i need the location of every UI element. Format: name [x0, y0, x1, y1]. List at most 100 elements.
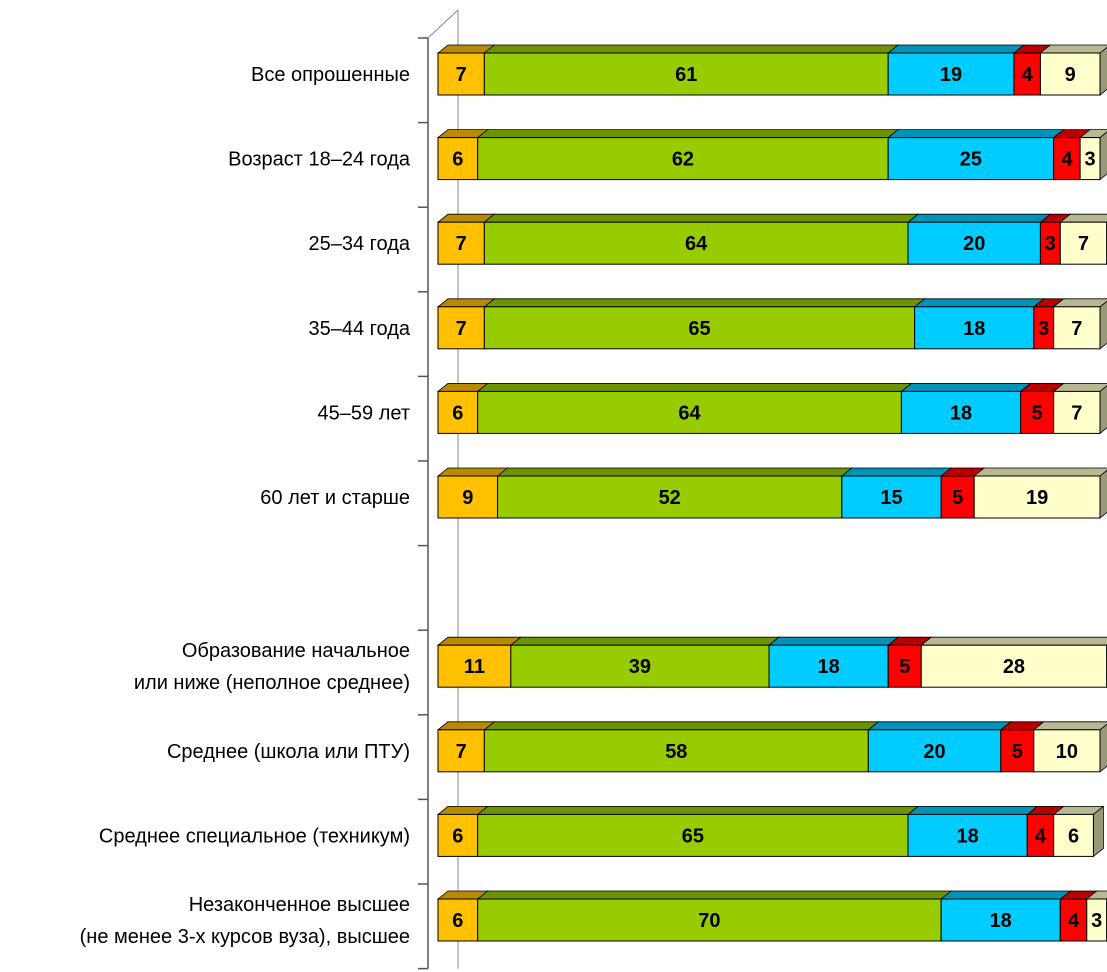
data-label: 39	[629, 656, 651, 678]
bar-side-face	[1099, 300, 1107, 350]
data-label: 5	[899, 656, 910, 678]
bar-top-face	[913, 298, 1045, 308]
bar-segment	[887, 52, 1015, 96]
category-label: 35–44 года	[308, 318, 410, 340]
bar-top-face	[476, 806, 920, 815]
bar-segment	[887, 644, 922, 688]
bar-segment	[483, 221, 909, 265]
bar-segment	[887, 137, 1055, 181]
bar-top-face	[436, 636, 522, 646]
data-label: 9	[462, 487, 473, 509]
bar-segment	[1059, 221, 1107, 265]
bar-segment	[437, 475, 499, 519]
bar-segment	[483, 306, 916, 350]
bar-segment	[900, 390, 1022, 434]
category-label: (не менее 3-х курсов вуза), высшее	[80, 926, 410, 948]
bar-top-face	[1032, 721, 1107, 731]
bar-segment	[973, 475, 1101, 519]
bar-top-face	[476, 129, 900, 139]
bar-segment	[1079, 137, 1101, 181]
bar-top-face	[496, 467, 853, 477]
bar-segment	[1053, 390, 1101, 434]
data-label: 52	[659, 487, 681, 509]
bar-segment	[867, 729, 1002, 773]
bar-top-face	[767, 636, 900, 646]
bar-segment	[1039, 52, 1101, 96]
bar-top-face	[867, 721, 1012, 731]
bar-top-face	[973, 467, 1107, 477]
bar-top-face	[906, 806, 1039, 815]
bar-segment	[841, 475, 942, 519]
bar-top-face	[939, 890, 1072, 900]
category-label: Среднее (школа или ПТУ)	[167, 741, 410, 763]
bar-row: 7 65 18 3 7	[436, 298, 1107, 350]
data-label: 18	[956, 825, 978, 847]
bar-segment	[914, 306, 1035, 350]
bar-top-face	[476, 382, 913, 392]
bar-side-face	[1099, 385, 1107, 435]
bar-top-face	[483, 721, 880, 731]
data-label: 65	[682, 825, 704, 847]
data-label: 19	[1026, 487, 1048, 509]
category-label: Незаконченное высшее	[189, 894, 410, 916]
axis-top-edge	[427, 9, 459, 39]
data-label: 6	[452, 402, 463, 424]
data-label: 28	[1003, 656, 1025, 678]
data-label: 7	[1078, 233, 1089, 255]
category-label: или ниже (неполное среднее)	[134, 672, 410, 694]
bar-row: 7 61 19 4 9	[436, 44, 1107, 96]
data-label: 20	[923, 741, 945, 763]
bar-segment	[768, 644, 889, 688]
bar-segment	[940, 475, 975, 519]
bar-segment	[907, 813, 1028, 857]
bar-segment	[437, 644, 512, 688]
data-label: 65	[688, 318, 710, 340]
data-label: 70	[698, 910, 720, 932]
bar-top-face	[920, 636, 1107, 646]
bar-segment	[1000, 729, 1035, 773]
bar-top-face	[476, 890, 953, 900]
bar-top-face	[887, 129, 1065, 139]
bar-side-face	[1099, 469, 1107, 519]
data-label: 64	[685, 233, 708, 255]
data-label: 6	[452, 149, 463, 171]
category-label: Возраст 18–24 года	[228, 149, 411, 171]
bar-top-face	[906, 213, 1052, 223]
data-label: 4	[1035, 825, 1047, 847]
bar-segment	[437, 52, 485, 96]
bar-top-face	[436, 467, 509, 477]
bar-segment	[1053, 813, 1094, 857]
data-label: 15	[880, 487, 902, 509]
bars-layer: 7 61 19 4 96 62 25 4 37 64 20 3 77 65 18 3 76 64 18 5 79 52 15…	[436, 44, 1107, 942]
bar-row: 7 58 20 5 10	[436, 721, 1107, 773]
data-label: 6	[452, 825, 463, 847]
bar-row: 6 65 18 4 6	[436, 805, 1105, 858]
category-label: Среднее специальное (техникум)	[99, 825, 410, 847]
bar-segment	[907, 221, 1041, 265]
bar-top-face	[509, 636, 781, 646]
data-label: 3	[1045, 233, 1056, 255]
data-label: 18	[817, 656, 839, 678]
data-label: 7	[456, 318, 467, 340]
data-label: 3	[1085, 149, 1096, 171]
data-label: 4	[1061, 149, 1073, 171]
data-label: 5	[1012, 741, 1023, 763]
bar-segment	[1020, 390, 1055, 434]
bar-top-face	[900, 382, 1032, 392]
data-label: 25	[960, 149, 982, 171]
data-label: 11	[464, 656, 485, 678]
bar-row: 7 64 20 3 7	[436, 213, 1107, 266]
data-label: 7	[456, 64, 467, 86]
data-label: 3	[1038, 318, 1049, 340]
data-label: 6	[1068, 825, 1079, 847]
bar-segment	[437, 813, 479, 857]
data-label: 19	[940, 64, 962, 86]
bar-row: 9 52 15 5 19	[436, 467, 1107, 519]
bar-row: 6 62 25 4 3	[436, 129, 1107, 181]
bar-top-face	[1039, 44, 1107, 54]
data-label: 6	[452, 910, 463, 932]
bar-segment	[1059, 898, 1088, 942]
bar-top-face	[887, 44, 1026, 54]
category-label: Все опрошенные	[251, 64, 410, 86]
data-label: 3	[1091, 910, 1102, 932]
